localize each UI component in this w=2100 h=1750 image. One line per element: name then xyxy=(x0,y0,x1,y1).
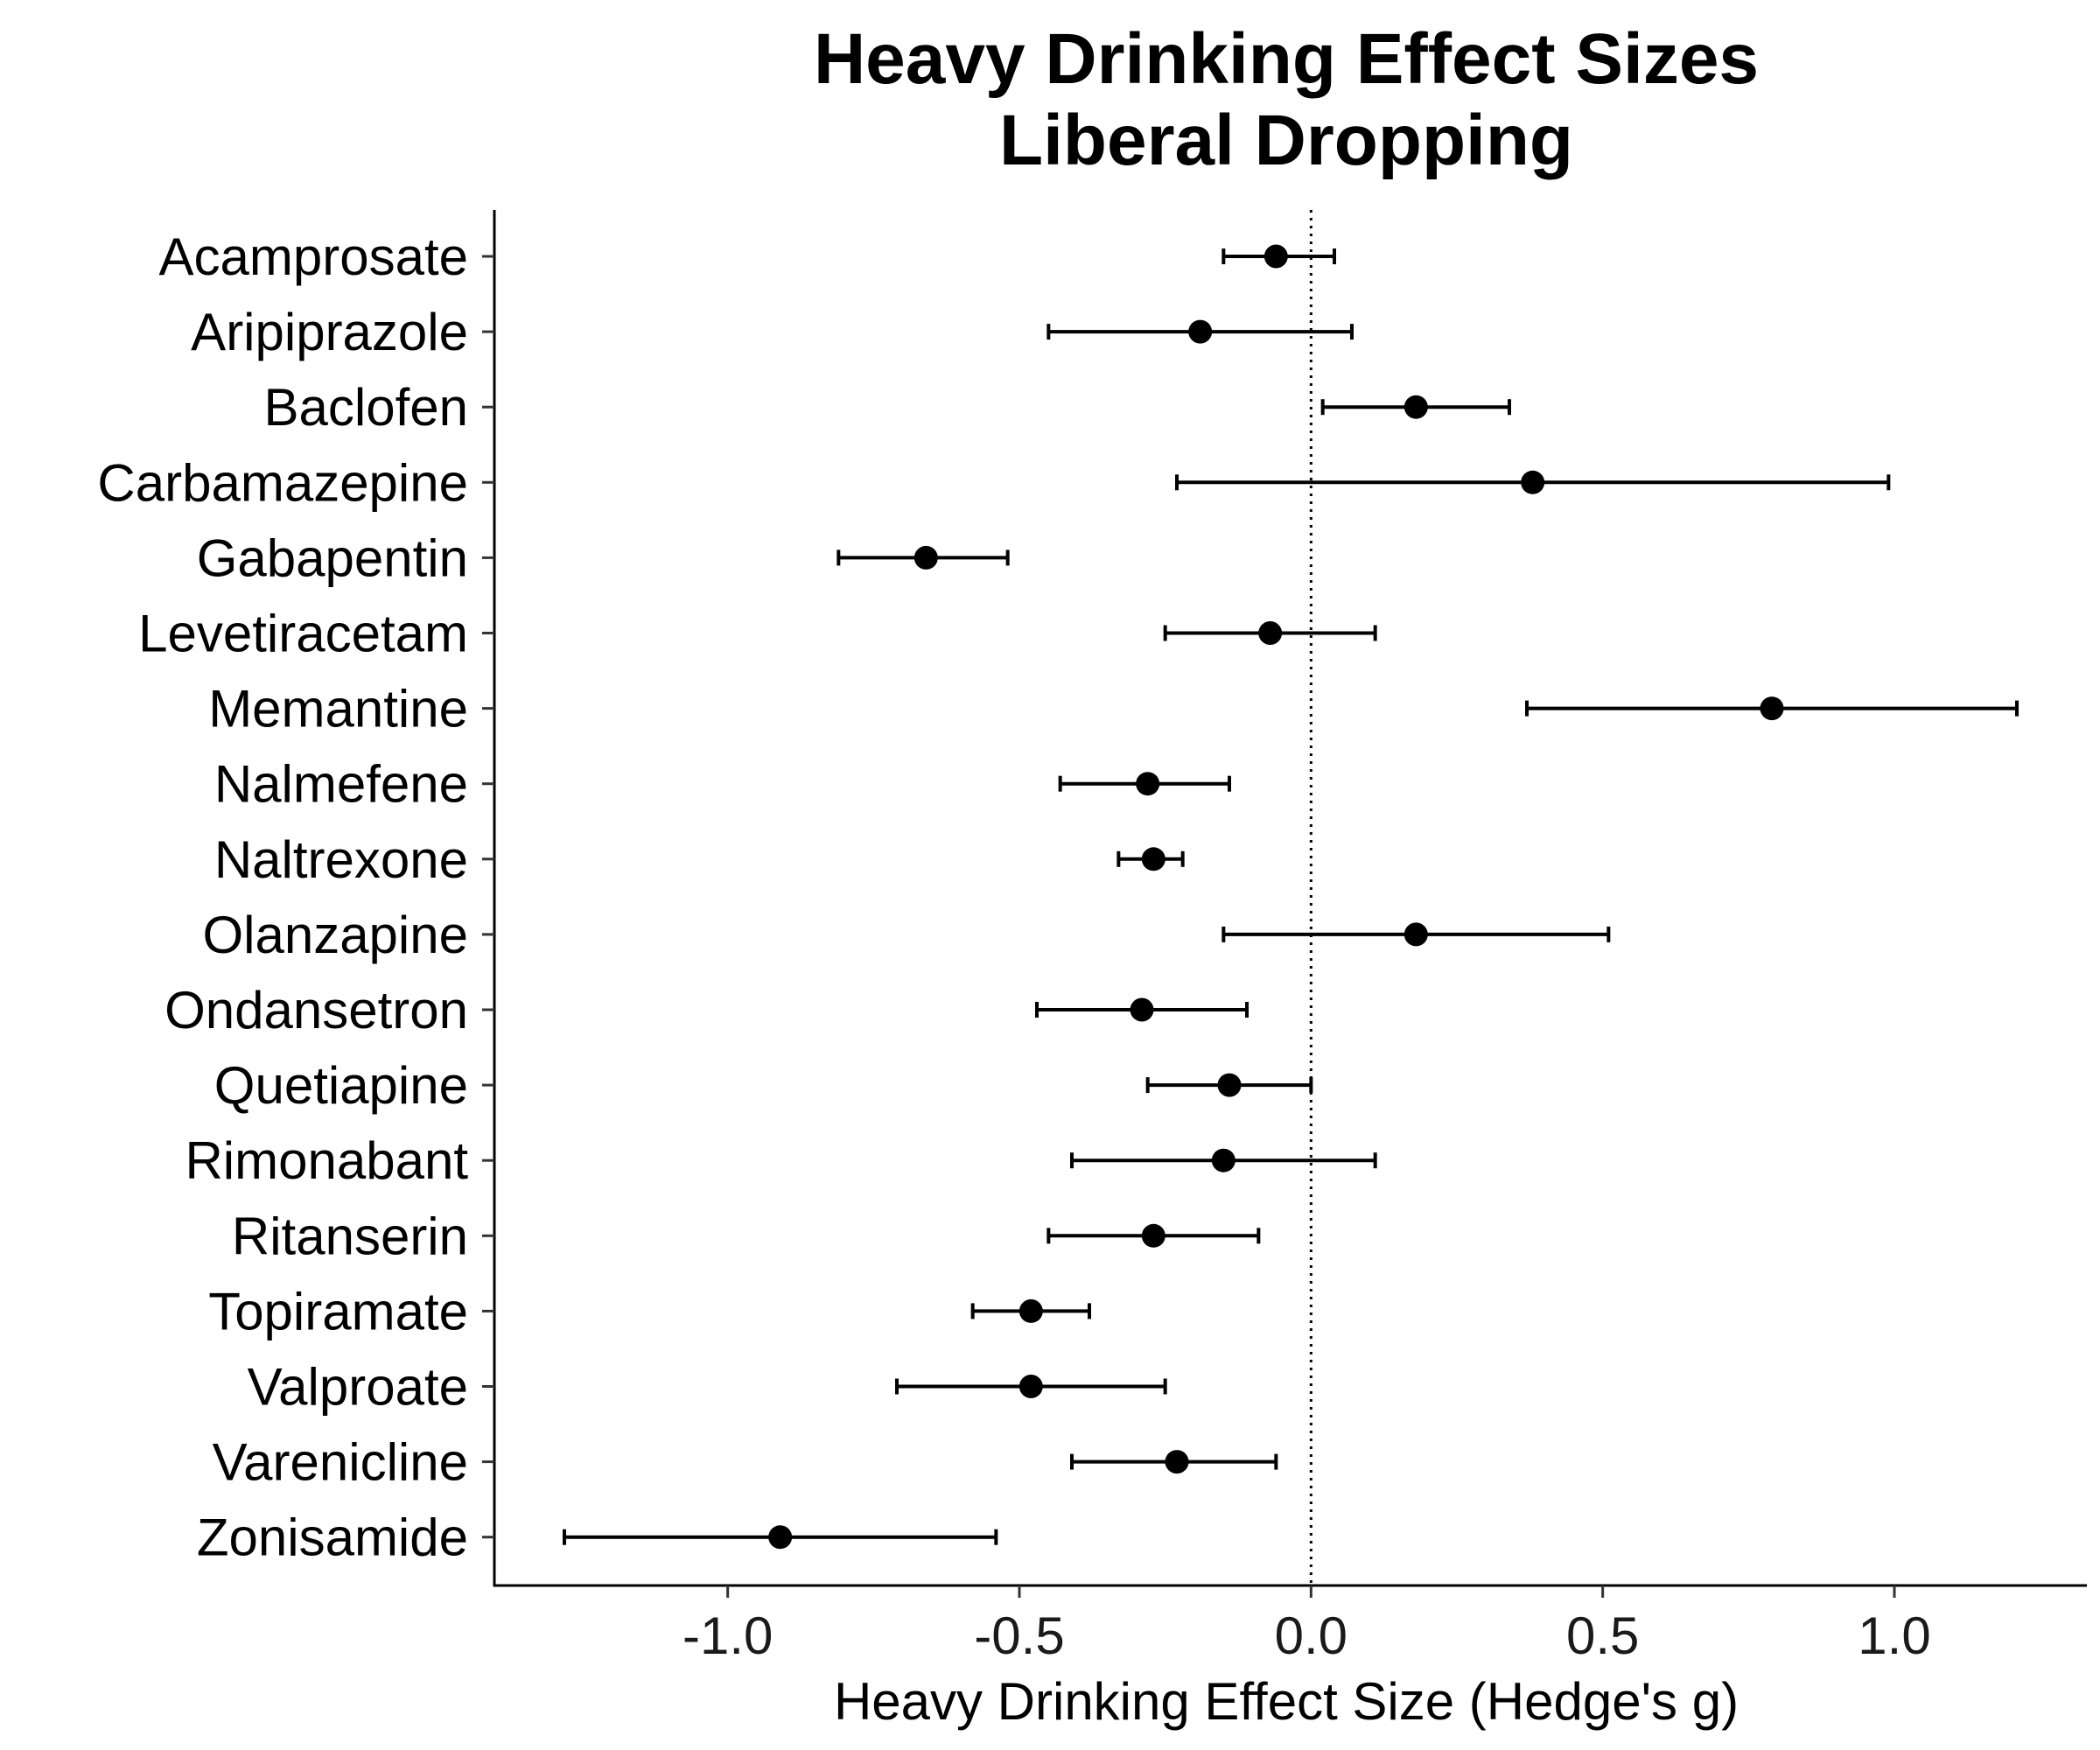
y-tick-label: Zonisamide xyxy=(197,1508,468,1567)
estimate-point xyxy=(768,1525,793,1550)
estimate-point xyxy=(1136,772,1160,796)
chart-title-line-2: Liberal Dropping xyxy=(999,101,1573,180)
estimate-point xyxy=(1211,1148,1236,1172)
estimate-point xyxy=(1264,244,1288,269)
y-tick-label: Topiramate xyxy=(208,1282,468,1340)
estimate-point xyxy=(1165,1450,1189,1474)
estimate-point xyxy=(1018,1298,1043,1323)
estimate-point xyxy=(1141,1223,1166,1248)
y-tick-label: Ritanserin xyxy=(232,1207,468,1265)
y-tick-label: Valproate xyxy=(248,1358,468,1417)
y-tick-label: Rimonabant xyxy=(185,1131,468,1190)
chart-title-line-1: Heavy Drinking Effect Sizes xyxy=(814,19,1759,99)
x-axis-label: Heavy Drinking Effect Size (Hedge's g) xyxy=(834,1672,1739,1731)
x-tick-label: 0.5 xyxy=(1566,1606,1639,1665)
y-tick-label: Levetiracetam xyxy=(138,605,468,663)
estimate-point xyxy=(1404,395,1428,419)
y-tick-label: Memantine xyxy=(208,680,468,738)
estimate-point xyxy=(1188,319,1213,344)
estimate-point xyxy=(1258,621,1283,645)
estimate-point xyxy=(1404,922,1428,947)
y-tick-label: Quetiapine xyxy=(214,1056,468,1115)
y-tick-label: Gabapentin xyxy=(197,528,468,587)
x-tick-label: 1.0 xyxy=(1858,1606,1930,1665)
estimate-point xyxy=(1217,1073,1242,1097)
estimate-point xyxy=(1521,470,1545,494)
estimate-point xyxy=(1018,1375,1043,1398)
x-tick-label: 0.0 xyxy=(1275,1606,1348,1665)
y-tick-label: Aripiprazole xyxy=(191,303,468,361)
x-tick-label: -1.0 xyxy=(682,1606,773,1665)
plot-area: -1.0 -0.5 0.0 0.5 1.0 Acamprosate Aripiprazole… xyxy=(97,210,2087,1665)
y-tick-label: Nalmefene xyxy=(214,755,468,814)
x-tick-label: -0.5 xyxy=(974,1606,1064,1665)
estimate-point xyxy=(1130,998,1154,1022)
y-tick-label: Naltrexone xyxy=(214,830,468,889)
estimate-point xyxy=(1141,847,1166,872)
y-tick-label: Varenicline xyxy=(213,1433,468,1492)
estimate-point xyxy=(914,545,938,570)
y-tick-label: Olanzapine xyxy=(202,906,468,964)
y-tick-label: Baclofen xyxy=(264,378,469,437)
y-tick-label: Acamprosate xyxy=(159,228,469,286)
y-tick-label: Carbamazepine xyxy=(97,453,468,512)
estimate-point xyxy=(1760,696,1784,721)
y-tick-label: Ondansetron xyxy=(164,981,468,1040)
